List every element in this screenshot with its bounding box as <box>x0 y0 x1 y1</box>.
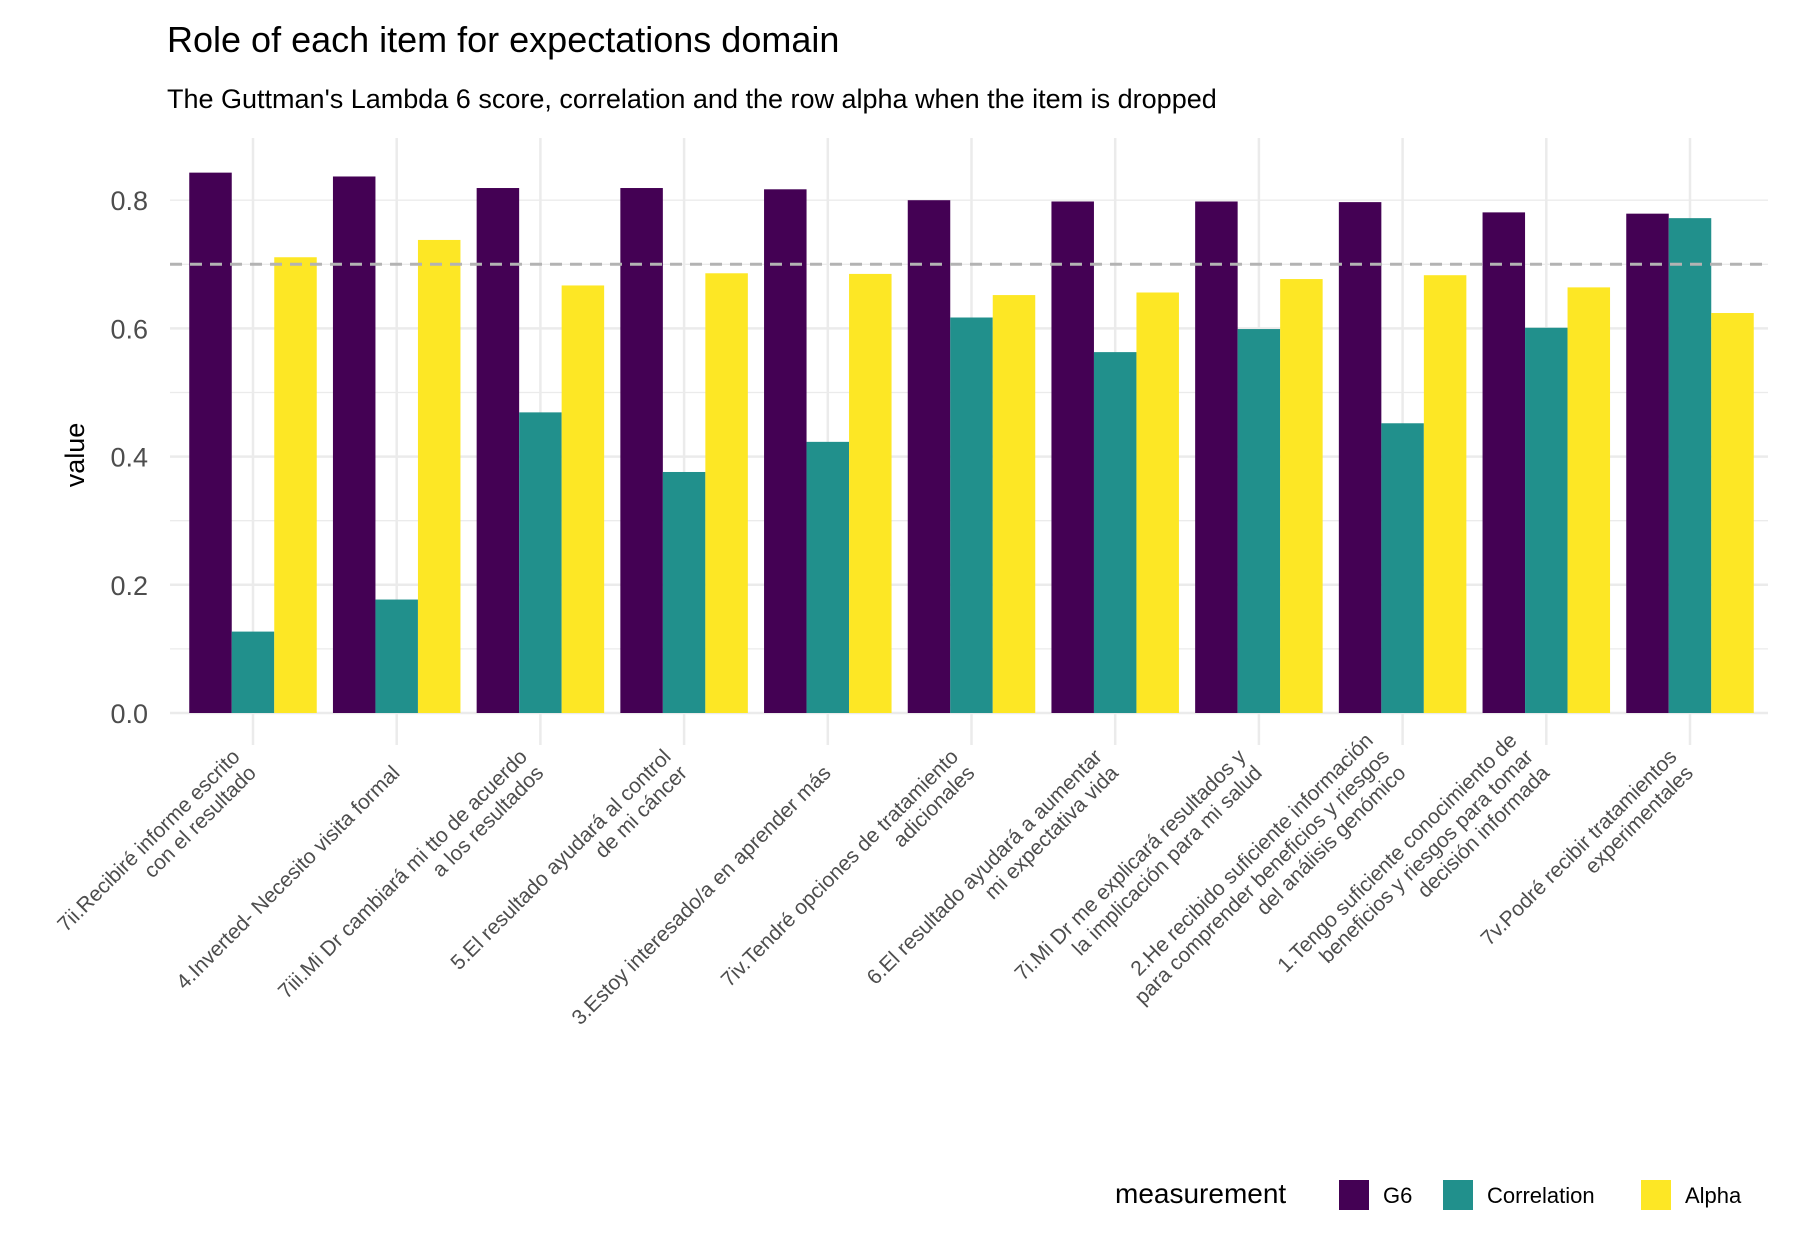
bar-correlation <box>375 599 418 713</box>
bar-alpha <box>561 285 605 713</box>
bar-correlation <box>662 471 706 713</box>
bar-alpha <box>705 273 748 713</box>
bar-correlation <box>1237 329 1281 713</box>
x-tick-label-line: para comprender beneficios y riesgos <box>1130 745 1394 1009</box>
bar-g6 <box>1626 213 1669 713</box>
chart-subtitle: The Guttman's Lambda 6 score, correlatio… <box>167 84 1217 114</box>
bar-g6 <box>189 172 232 714</box>
x-tick-label-line: 7i.Mi Dr me explicará resultados y <box>1011 745 1251 985</box>
chart-title: Role of each item for expectations domai… <box>167 19 839 60</box>
y-tick-label: 0.0 <box>110 699 148 729</box>
bar-correlation <box>1381 423 1424 713</box>
bar-g6 <box>1051 201 1094 713</box>
y-tick-label: 0.8 <box>110 186 148 216</box>
y-axis-ticks: 0.0 0.2 0.4 0.6 0.8 <box>110 186 148 729</box>
bar-correlation <box>1525 327 1568 713</box>
bar-g6 <box>1482 212 1526 713</box>
bar-g6 <box>1338 202 1382 714</box>
legend-title: measurement <box>1115 1178 1286 1209</box>
legend-swatch-alpha <box>1641 1180 1671 1210</box>
x-tick-label: 7iv.Tendré opciones de tratamientoadicio… <box>717 745 980 991</box>
bar-g6 <box>907 200 951 713</box>
bar-g6 <box>620 188 663 713</box>
bar-correlation <box>950 317 993 713</box>
bar-correlation <box>519 412 562 713</box>
y-tick-label: 0.4 <box>110 443 148 473</box>
y-tick-label: 0.2 <box>110 571 148 601</box>
bar-alpha <box>274 257 317 713</box>
bar-g6 <box>1195 201 1238 713</box>
legend-swatch-g6 <box>1339 1180 1369 1210</box>
bar-alpha <box>1280 279 1323 713</box>
legend-label-correlation: Correlation <box>1487 1183 1595 1208</box>
bars <box>189 172 1754 714</box>
bar-correlation <box>806 441 850 713</box>
bar-alpha <box>1567 287 1611 713</box>
bar-alpha <box>1711 313 1754 713</box>
legend-swatch-correlation <box>1443 1180 1473 1210</box>
bar-g6 <box>476 188 520 713</box>
bar-alpha <box>1136 292 1179 713</box>
bar-g6 <box>332 176 376 713</box>
y-axis-label: value <box>60 423 90 488</box>
bar-g6 <box>764 189 807 714</box>
x-tick-label-line: 7iii.Mi Dr cambiará mi tto de acuerdo <box>274 745 532 1003</box>
legend-label-alpha: Alpha <box>1685 1183 1742 1208</box>
x-tick-label-line: 7ii.Recibiré informe escrito <box>53 745 244 936</box>
bar-correlation <box>1668 218 1712 713</box>
bar-alpha <box>417 239 461 713</box>
bar-alpha <box>992 295 1036 713</box>
x-tick-label-line: 6.El resultado ayudará a aumentar <box>863 745 1107 989</box>
legend: measurement G6 Correlation Alpha <box>1115 1178 1742 1210</box>
y-tick-label: 0.6 <box>110 314 148 344</box>
x-tick-label-line: 7iv.Tendré opciones de tratamiento <box>717 745 963 991</box>
bar-alpha <box>849 273 892 713</box>
bar-alpha <box>1423 275 1467 713</box>
bar-correlation <box>231 631 275 713</box>
bar-correlation <box>1093 352 1137 713</box>
legend-label-g6: G6 <box>1383 1183 1412 1208</box>
